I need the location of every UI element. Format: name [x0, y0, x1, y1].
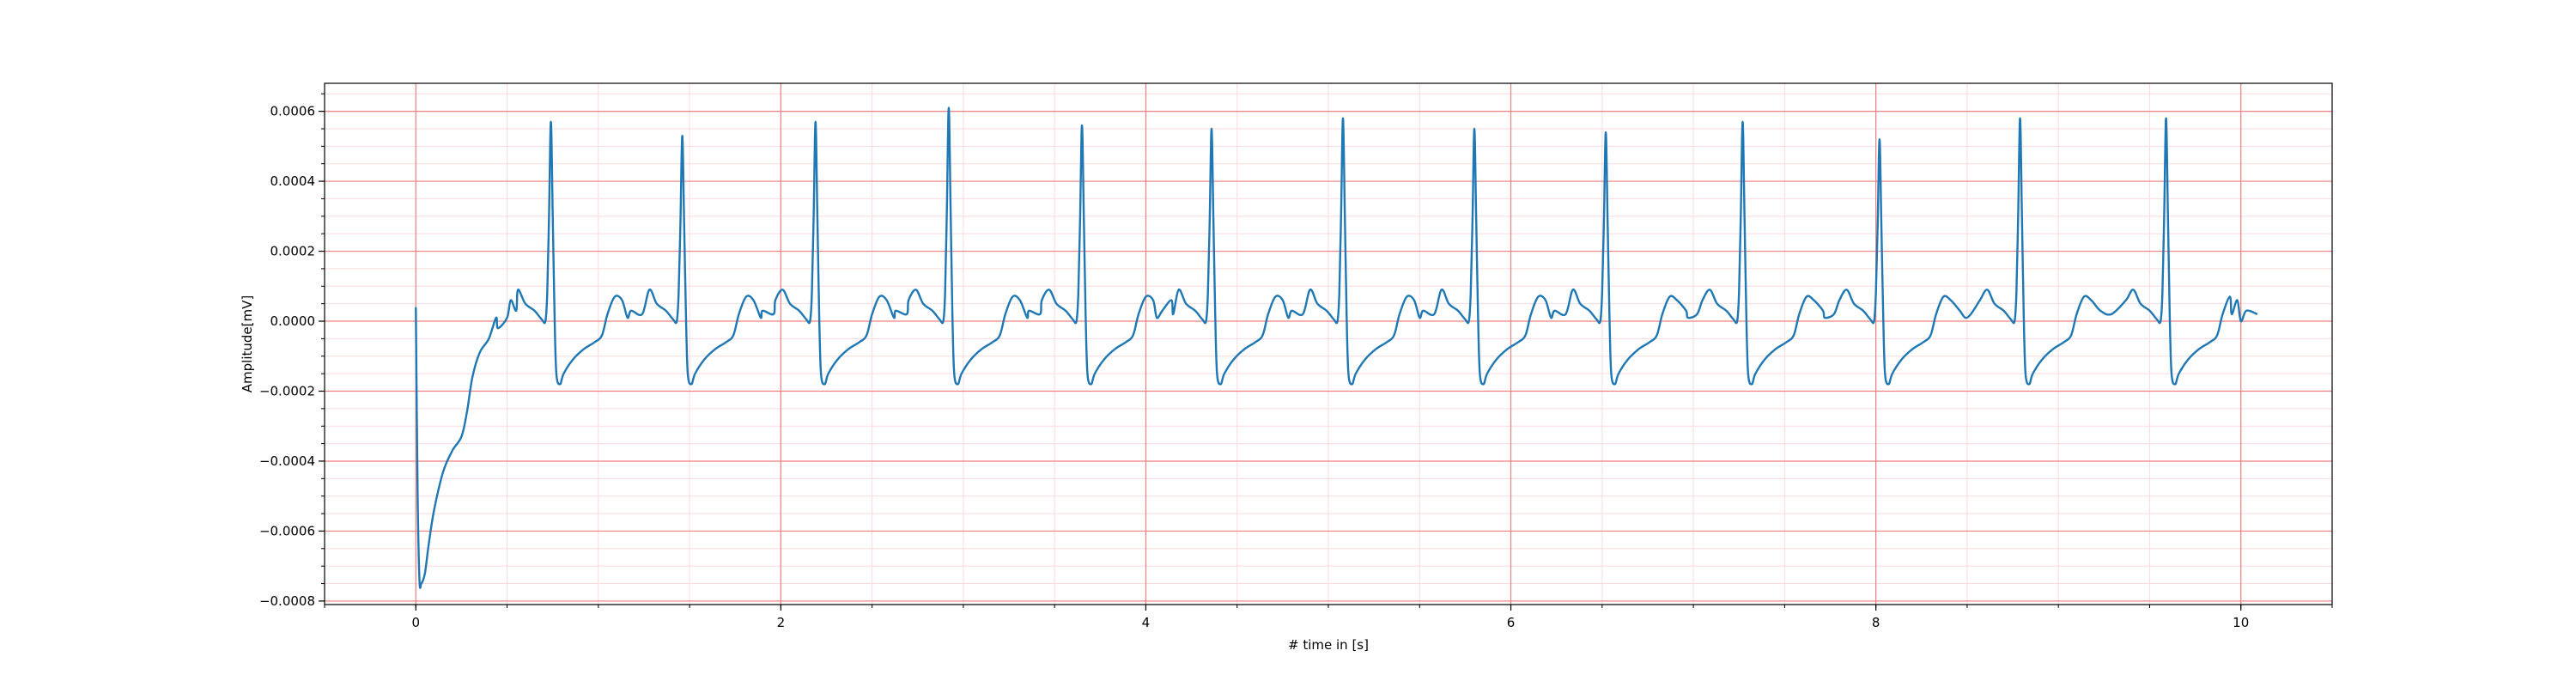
y-tick-label: 0.0004 — [270, 173, 316, 189]
y-tick-label: −0.0004 — [259, 453, 315, 469]
x-tick-label: 4 — [1142, 615, 1151, 630]
x-tick-label: 2 — [777, 615, 786, 630]
y-tick-label: 0.0000 — [270, 313, 316, 329]
x-tick-label: 10 — [2233, 615, 2249, 630]
x-tick-label: 6 — [1507, 615, 1516, 630]
major-grid — [325, 83, 2332, 605]
y-tick-label: −0.0002 — [259, 383, 315, 398]
series-layer — [415, 106, 2258, 589]
y-tick-label: −0.0006 — [259, 523, 315, 538]
y-axis-label: Amplitude[mV] — [240, 295, 255, 392]
x-axis-label: # time in [s] — [1288, 637, 1369, 653]
axis-ticks: 0 2 4 6 8 10 −0.0008 −0.0006 −0.0004 −0.0002 0.000… — [259, 93, 2333, 630]
y-tick-label: 0.0002 — [270, 244, 316, 259]
y-tick-label: −0.0008 — [259, 593, 315, 609]
y-tick-label: 0.0006 — [270, 104, 316, 119]
x-tick-label: 0 — [411, 615, 420, 630]
ecg-signal-line — [415, 106, 2258, 589]
x-tick-label: 8 — [1872, 615, 1880, 630]
minor-grid — [324, 83, 2333, 605]
